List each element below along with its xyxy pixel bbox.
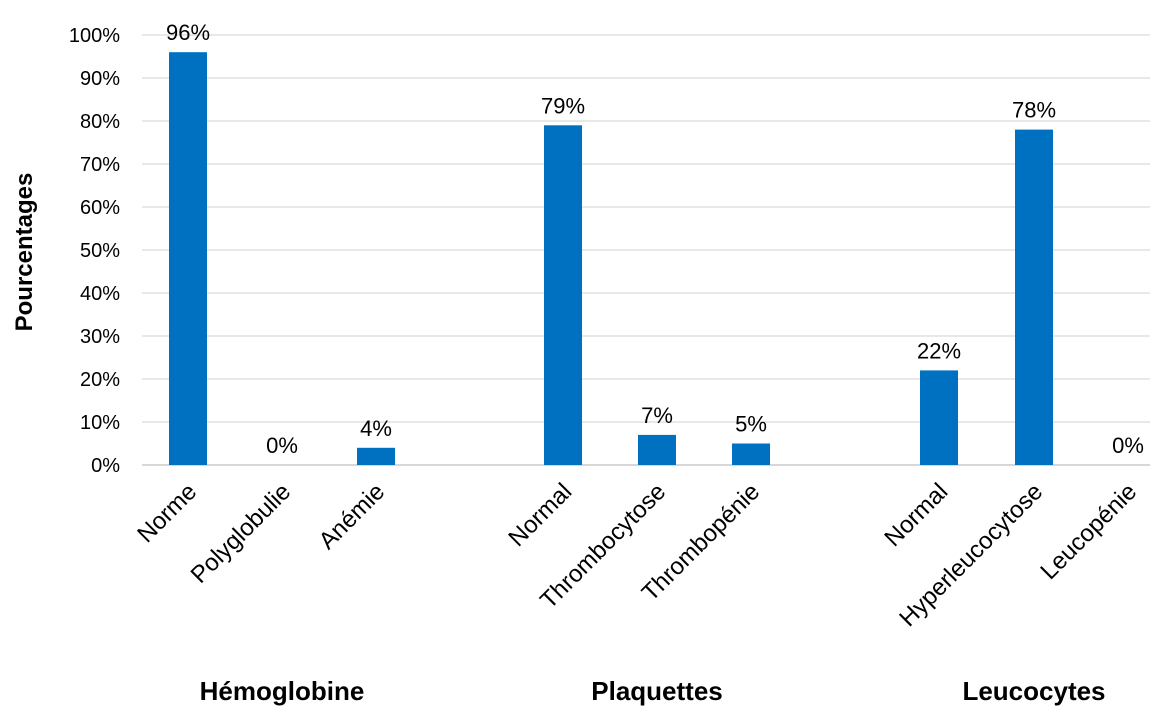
y-tick-labels: 0% 10% 20% 30% 40% 50% 60% 70% 80% 90% 100% — [69, 25, 120, 477]
bar — [732, 443, 770, 465]
data-label: 7% — [641, 403, 673, 428]
data-label: 96% — [166, 20, 210, 45]
y-tick-label: 80% — [80, 111, 120, 133]
y-tick-label: 60% — [80, 197, 120, 219]
data-label: 78% — [1012, 98, 1056, 123]
bar — [357, 447, 395, 465]
group-labels: Hémoglobine Plaquettes Leucocytes — [200, 676, 1106, 706]
y-tick-label: 100% — [69, 25, 120, 47]
category-label: Polyglobulie — [186, 478, 297, 589]
data-labels: 96% 0% 4% 79% 7% 5% 22% 78% 0% — [166, 20, 1144, 458]
data-label: 0% — [266, 433, 298, 458]
data-label: 22% — [917, 338, 961, 363]
category-label: Anémie — [314, 478, 391, 555]
bar — [169, 52, 207, 465]
y-tick-label: 40% — [80, 283, 120, 305]
data-label: 79% — [541, 93, 585, 118]
y-tick-label: 50% — [80, 240, 120, 262]
category-label: Normal — [879, 478, 953, 552]
y-tick-label: 0% — [91, 455, 120, 477]
y-tick-label: 20% — [80, 369, 120, 391]
data-label: 4% — [360, 416, 392, 441]
group-label: Hémoglobine — [200, 676, 365, 706]
category-label: Norme — [132, 478, 202, 548]
bars — [169, 52, 1053, 466]
y-tick-label: 10% — [80, 412, 120, 434]
data-label: 0% — [1112, 433, 1144, 458]
category-label: Leucopénie — [1035, 478, 1142, 585]
y-axis-title: Pourcentages — [11, 173, 38, 332]
bar — [638, 434, 676, 465]
y-tick-label: 70% — [80, 154, 120, 176]
gridlines — [142, 34, 1150, 466]
bar — [920, 370, 958, 465]
bar — [1015, 129, 1053, 465]
bar — [544, 125, 582, 466]
group-label: Leucocytes — [962, 676, 1105, 706]
y-tick-label: 30% — [80, 326, 120, 348]
y-tick-label: 90% — [80, 68, 120, 90]
group-label: Plaquettes — [591, 676, 723, 706]
category-label: Normal — [503, 478, 577, 552]
data-label: 5% — [735, 412, 767, 437]
